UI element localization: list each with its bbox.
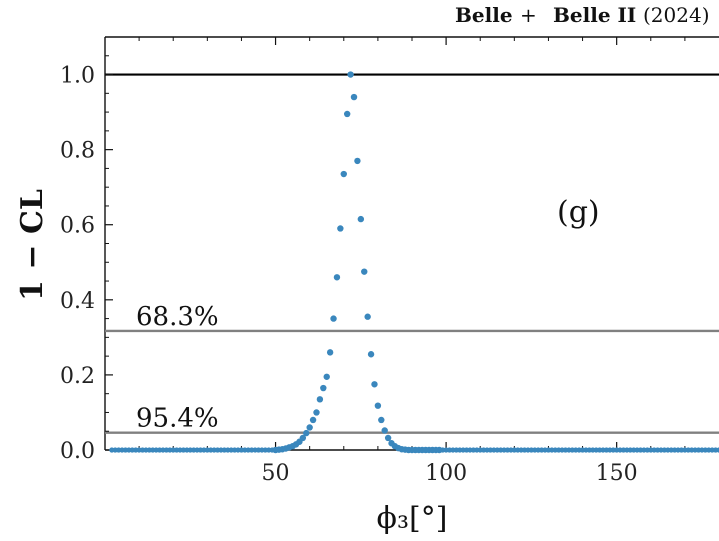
data-point xyxy=(371,381,377,387)
data-point xyxy=(337,225,343,231)
y-tick-label: 0.4 xyxy=(60,289,95,314)
y-tick-label: 0.8 xyxy=(60,139,95,164)
header-year: (2024) xyxy=(643,3,710,27)
x-tick-label: 150 xyxy=(596,461,638,486)
data-point xyxy=(385,435,391,441)
y-tick-label: 0.2 xyxy=(60,364,95,389)
x-tick-label: 100 xyxy=(425,461,467,486)
data-point xyxy=(270,447,275,452)
y-tick-label: 0.6 xyxy=(60,214,95,239)
data-point xyxy=(364,314,370,320)
plot-area: 68.3% 95.4% 0.0 0.2 0.4 0.6 0.8 1.0 50 100 150 xyxy=(60,37,719,486)
x-axis-label: ϕ₃[°] xyxy=(377,501,448,536)
data-point xyxy=(330,315,336,321)
data-point xyxy=(303,430,309,436)
panel-label: (g) xyxy=(557,195,600,230)
data-point xyxy=(324,374,330,380)
data-point xyxy=(358,216,364,222)
y-axis-label: 1 − CL xyxy=(15,189,50,301)
data-point xyxy=(317,396,323,402)
data-point xyxy=(310,417,316,423)
data-point xyxy=(378,417,384,423)
data-point xyxy=(313,409,319,415)
y-tick-label: 1.0 xyxy=(60,64,95,89)
data-point xyxy=(344,111,350,117)
data-point xyxy=(368,351,374,357)
header-belle: Belle xyxy=(455,3,513,27)
data-point xyxy=(354,158,360,164)
data-point xyxy=(361,268,367,274)
data-point xyxy=(382,427,388,433)
reference-line-label: 95.4% xyxy=(136,404,219,434)
data-point xyxy=(351,94,357,100)
data-point xyxy=(375,402,381,408)
data-point xyxy=(320,385,326,391)
y-tick-label: 0.0 xyxy=(60,439,95,464)
header-belle2: Belle II xyxy=(553,3,636,27)
data-point xyxy=(347,71,353,77)
reference-line-label: 68.3% xyxy=(136,302,219,332)
data-point xyxy=(334,274,340,280)
header-plus: + xyxy=(520,3,537,27)
data-point xyxy=(306,424,312,430)
data-point xyxy=(341,171,347,177)
data-point xyxy=(327,349,333,355)
x-tick-label: 50 xyxy=(262,461,290,486)
